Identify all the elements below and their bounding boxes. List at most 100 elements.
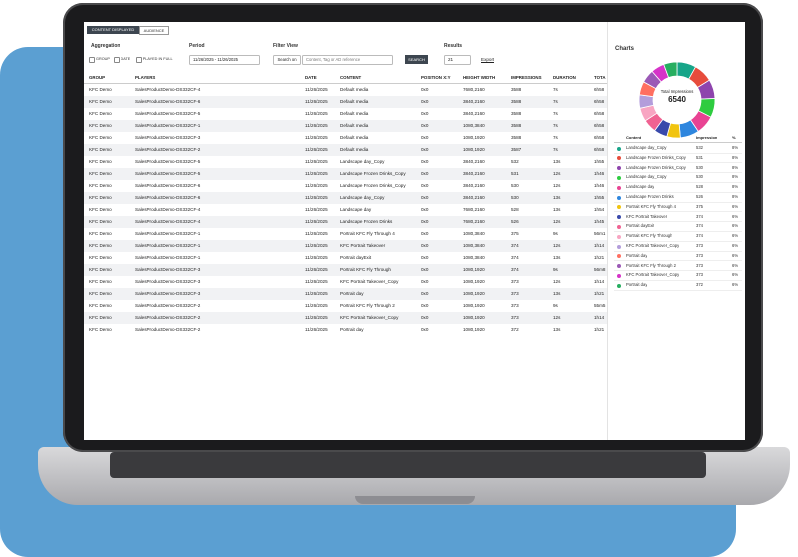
- table-cell: 11/26/2025: [305, 111, 328, 116]
- table-cell: 7s: [553, 123, 558, 128]
- table-cell: 0x0: [421, 111, 429, 116]
- checkbox[interactable]: [113, 57, 120, 63]
- legend-row-line: [614, 201, 742, 203]
- legend-row-line: [614, 250, 742, 252]
- table-cell: 374: [511, 267, 519, 272]
- tab[interactable]: AUDIENCE: [139, 26, 169, 35]
- legend-percent: 8%: [732, 194, 739, 199]
- table-cell: KFC Demo: [89, 159, 112, 164]
- table-cell: Landscape Frozen Drinks_Copy: [340, 183, 406, 188]
- date-range[interactable]: 11/26/2025 - 11/26/2025: [189, 55, 260, 65]
- table-row: KFC Demo SalesProductDemo-DS332CF-2 11/26/…: [84, 144, 607, 156]
- checkbox-label: PLAYED IN FULL: [142, 57, 173, 61]
- table-cell: 0x0: [421, 135, 429, 140]
- export-link[interactable]: Export: [481, 57, 495, 62]
- table-cell: 7680,2160: [463, 219, 485, 224]
- table-row: KFC Demo SalesProductDemo-DS332CF-2 11/26/…: [84, 312, 607, 324]
- legend-row-line: [614, 270, 742, 272]
- table-cell: 1h14: [594, 279, 605, 284]
- table-row: KFC Demo SalesProductDemo-DS332CF-6 11/26/…: [84, 96, 607, 108]
- table-row: KFC Demo SalesProductDemo-DS332CF-5 11/26/…: [84, 108, 607, 120]
- table-row: KFC Demo SalesProductDemo-DS332CF-4 11/26/…: [84, 204, 607, 216]
- table-cell: KFC Demo: [89, 183, 112, 188]
- table-cell: 9s: [553, 231, 558, 236]
- screen: CONTENT DISPLAYED AUDIENCE Aggregation G…: [84, 22, 745, 440]
- legend-percent: 6%: [732, 272, 739, 278]
- legend-swatch: [617, 205, 621, 210]
- legend-content: Landscape Frozen Drinks: [626, 194, 674, 199]
- table-cell: 3588: [511, 99, 522, 104]
- results-count[interactable]: 21: [444, 55, 471, 65]
- table-cell: 11/26/2025: [305, 207, 328, 212]
- legend-percent: 6%: [732, 233, 739, 239]
- table-cell: 373: [511, 303, 519, 308]
- legend-percent: 6%: [732, 213, 739, 219]
- table-cell: 11/26/2025: [305, 231, 328, 236]
- checkbox[interactable]: [135, 57, 142, 63]
- options: GROUP DATE PLAYED IN FULL: [89, 57, 179, 65]
- table-cell: 1h46: [594, 171, 605, 176]
- table-cell: 0x0: [421, 159, 429, 164]
- legend-table: Content Impression% Landscape day_Copy 532 8…: [608, 134, 745, 294]
- table-cell: 3840,2160: [463, 195, 485, 200]
- table-cell: 0x0: [421, 219, 429, 224]
- legend-percent: 8%: [732, 164, 739, 170]
- table-cell: Landscape Frozen Drinks: [340, 219, 393, 224]
- legend-content: Portrait dayExit: [626, 223, 655, 229]
- table-cell: 0x0: [421, 291, 429, 296]
- table-cell: KFC Demo: [89, 291, 112, 296]
- table-cell: 0x0: [421, 123, 429, 128]
- column-header: POSITION X:Y: [421, 75, 451, 80]
- search-button[interactable]: SEARCH: [405, 55, 428, 64]
- column-header: DURATION: [553, 75, 576, 80]
- total-value: 6540: [668, 95, 686, 104]
- table-cell: 7s: [553, 87, 558, 92]
- table-cell: 0x0: [421, 147, 429, 152]
- table-cell: 0x0: [421, 315, 429, 320]
- table-row: KFC Demo SalesProductDemo-DS332CF-1 11/26/…: [84, 252, 607, 264]
- column-header: HEIGHT WIDTH: [463, 75, 496, 80]
- legend-swatch: [617, 185, 621, 190]
- legend-swatch: [617, 254, 621, 259]
- checkbox[interactable]: [89, 57, 95, 63]
- table-cell: KFC Demo: [89, 111, 112, 116]
- legend-row-line: [614, 172, 742, 174]
- table-cell: 12s: [553, 183, 561, 188]
- table-cell: 11/26/2025: [305, 195, 328, 200]
- table-cell: 3840,2160: [463, 183, 485, 188]
- tab[interactable]: CONTENT DISPLAYED: [87, 26, 139, 34]
- donut-chart: [638, 61, 716, 139]
- table-cell: SalesProductDemo-DS332CF-5: [135, 171, 201, 176]
- table-cell: Default media: [340, 111, 369, 116]
- legend-row-line: [614, 211, 742, 213]
- table-cell: KFC Demo: [89, 195, 112, 200]
- table-cell: 13s: [553, 327, 561, 332]
- table-row: KFC Demo SalesProductDemo-DS332CF-5 11/26/…: [84, 168, 607, 180]
- legend-swatch: [617, 234, 621, 239]
- legend-percent: 8%: [732, 145, 739, 150]
- panel-title: Charts: [615, 46, 635, 52]
- search-input[interactable]: Content, Tag or AD reference: [302, 55, 393, 65]
- legend-content: Portrait KFC Fly Through 4: [626, 203, 676, 209]
- table-cell: 7680,2160: [463, 87, 485, 92]
- legend-header: Impression: [696, 135, 718, 140]
- legend-swatch: [617, 195, 621, 200]
- table-cell: 531: [511, 171, 519, 176]
- table-cell: 11/26/2025: [305, 171, 328, 176]
- search-on[interactable]: Search on: [273, 55, 301, 65]
- table-cell: Portrait day: [340, 327, 364, 332]
- table: GROUP PLAYERS DATE CONTENT POSITION X:Y HEIGH…: [84, 72, 607, 440]
- table-cell: 526: [511, 219, 519, 224]
- table-cell: 1h46: [594, 183, 605, 188]
- legend-row-line: [614, 260, 742, 262]
- label: Aggregation: [91, 43, 121, 49]
- table-cell: KFC Demo: [89, 135, 112, 140]
- column-header: CONTENT: [340, 75, 362, 80]
- table-cell: 1h14: [594, 315, 605, 320]
- table-cell: KFC Demo: [89, 303, 112, 308]
- checkbox-label: GROUP: [96, 57, 110, 61]
- legend-percent: 8%: [732, 184, 739, 190]
- table-cell: 373: [511, 315, 519, 320]
- table-row: KFC Demo SalesProductDemo-DS332CF-6 11/26/…: [84, 192, 607, 204]
